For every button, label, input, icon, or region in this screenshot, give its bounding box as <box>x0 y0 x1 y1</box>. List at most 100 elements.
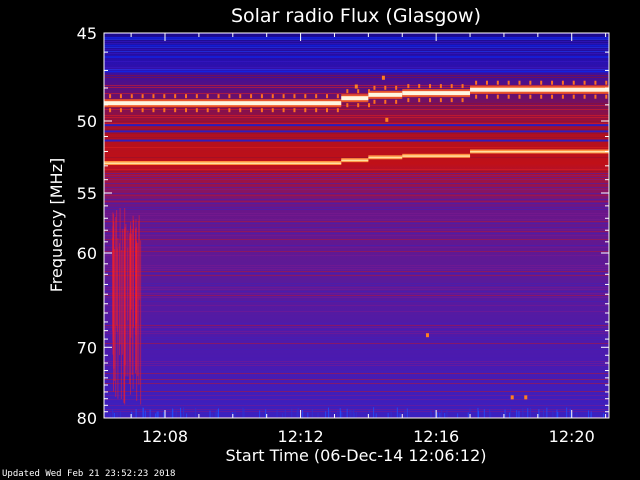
band-tick <box>152 94 155 99</box>
secondary-band-core <box>104 162 342 164</box>
band-tick <box>475 94 478 99</box>
texture-stripe <box>104 285 609 286</box>
texture-stripe <box>104 269 609 270</box>
band-tick <box>540 80 543 85</box>
band-tick <box>228 94 231 99</box>
texture-stripe <box>104 115 609 116</box>
band-tick <box>507 94 510 99</box>
y-tick-label: 55 <box>77 184 97 203</box>
texture-stripe <box>104 291 609 292</box>
texture-stripe <box>104 195 609 196</box>
texture-stripe <box>104 193 609 194</box>
texture-stripe <box>104 275 609 276</box>
band-tick <box>315 94 318 99</box>
texture-stripe <box>104 255 609 256</box>
blue-band <box>104 70 609 73</box>
band-tick <box>450 84 453 89</box>
band-tick <box>605 94 608 99</box>
burst <box>381 75 385 80</box>
band-tick <box>384 85 387 90</box>
texture-stripe <box>104 233 609 234</box>
band-tick <box>315 108 318 113</box>
texture-stripe <box>104 177 609 178</box>
texture-stripe <box>104 215 609 216</box>
band-tick <box>185 94 188 99</box>
texture-stripe <box>104 69 609 70</box>
blue-band <box>104 124 609 127</box>
blue-band <box>104 55 609 58</box>
band-tick <box>572 80 575 85</box>
band-tick <box>450 98 453 103</box>
band-tick <box>293 94 296 99</box>
bright-band <box>470 87 609 92</box>
texture-stripe <box>104 209 609 210</box>
blue-band <box>104 44 609 47</box>
texture-stripe <box>104 265 609 266</box>
band-tick <box>195 94 198 99</box>
texture-stripe <box>104 219 609 220</box>
band-tick <box>336 94 339 99</box>
y-axis-label: Frequency [MHz] <box>47 158 66 292</box>
texture-stripe <box>104 221 609 222</box>
texture-stripe <box>104 213 609 214</box>
texture-stripe <box>104 187 609 188</box>
texture-stripe <box>104 363 609 364</box>
band-tick <box>130 108 133 113</box>
band-tick <box>304 94 307 99</box>
band-tick <box>461 98 464 103</box>
band-tick <box>325 108 328 113</box>
x-tick-label: 12:16 <box>413 427 459 446</box>
band-tick <box>572 94 575 99</box>
texture-stripe <box>104 283 609 284</box>
texture-stripe <box>104 407 609 408</box>
texture-stripe <box>104 403 609 404</box>
texture-stripe <box>104 103 609 104</box>
band-tick <box>540 94 543 99</box>
band-tick <box>373 99 376 104</box>
blue-band <box>104 139 609 142</box>
blue-band <box>104 130 609 133</box>
texture-stripe <box>104 361 609 362</box>
band-tick <box>407 98 410 103</box>
band-tick <box>461 84 464 89</box>
texture-stripe <box>104 245 609 246</box>
band-tick <box>583 80 586 85</box>
texture-stripe <box>104 203 609 204</box>
x-tick-label: 12:20 <box>549 427 595 446</box>
band-tick <box>163 94 166 99</box>
texture-stripe <box>104 43 609 44</box>
texture-stripe <box>104 329 609 330</box>
band-tick <box>174 108 177 113</box>
x-tick-label: 12:08 <box>142 427 188 446</box>
band-tick <box>518 80 521 85</box>
band-tick <box>130 94 133 99</box>
band-tick <box>228 108 231 113</box>
band-tick <box>346 103 349 108</box>
bright-band <box>341 96 369 101</box>
texture-stripe <box>104 325 609 326</box>
band-tick <box>439 84 442 89</box>
texture-stripe <box>104 53 609 54</box>
texture-stripe <box>104 49 609 50</box>
band-tick <box>141 94 144 99</box>
texture-stripe <box>104 137 609 138</box>
bright-band <box>402 91 471 96</box>
band-tick <box>141 108 144 113</box>
texture-stripe <box>104 289 609 290</box>
band-tick <box>395 99 398 104</box>
burst <box>510 395 514 400</box>
secondary-band-core <box>368 156 403 159</box>
band-tick <box>163 108 166 113</box>
texture-stripe <box>104 251 609 252</box>
texture-stripe <box>104 383 609 384</box>
band-tick <box>518 94 521 99</box>
band-tick <box>594 80 597 85</box>
texture-stripe <box>104 297 609 298</box>
band-tick <box>485 80 488 85</box>
texture-stripe <box>104 293 609 294</box>
texture-stripe <box>104 343 609 344</box>
texture-stripe <box>104 337 609 338</box>
texture-stripe <box>104 41 609 42</box>
texture-stripe <box>104 235 609 236</box>
